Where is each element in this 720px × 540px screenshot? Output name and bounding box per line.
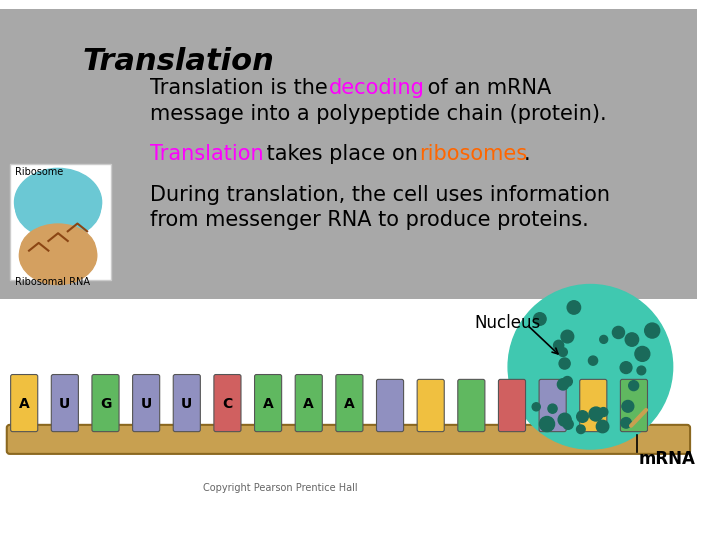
Text: Translation: Translation (82, 48, 274, 76)
Text: G: G (100, 396, 111, 410)
FancyBboxPatch shape (498, 380, 526, 431)
Bar (9, 164, 112, 280)
Ellipse shape (14, 168, 102, 236)
Circle shape (562, 376, 572, 386)
Circle shape (637, 366, 646, 375)
Text: ribosomes: ribosomes (419, 144, 527, 164)
Circle shape (559, 348, 567, 356)
Text: During translation, the cell uses information: During translation, the cell uses inform… (150, 185, 610, 205)
Text: Translation is the: Translation is the (150, 78, 334, 98)
FancyBboxPatch shape (539, 380, 566, 431)
Circle shape (589, 407, 603, 421)
FancyBboxPatch shape (132, 375, 160, 431)
FancyBboxPatch shape (174, 375, 200, 431)
Ellipse shape (16, 176, 101, 239)
FancyBboxPatch shape (377, 380, 404, 431)
Text: .: . (524, 144, 531, 164)
FancyBboxPatch shape (621, 380, 647, 431)
Circle shape (577, 425, 585, 434)
Ellipse shape (20, 224, 96, 277)
Circle shape (577, 411, 588, 422)
Circle shape (599, 408, 608, 416)
Circle shape (548, 404, 557, 413)
Text: of an mRNA: of an mRNA (421, 78, 552, 98)
Circle shape (534, 313, 546, 325)
Text: Nucleus: Nucleus (474, 314, 541, 332)
Text: mRNA: mRNA (639, 450, 696, 468)
Circle shape (644, 323, 660, 338)
Bar (0, 9, 697, 299)
Circle shape (539, 416, 554, 431)
Text: Translation: Translation (150, 144, 264, 164)
Circle shape (557, 379, 569, 390)
FancyBboxPatch shape (6, 425, 690, 454)
Text: U: U (140, 396, 152, 410)
Circle shape (622, 402, 630, 410)
Text: Copyright Pearson Prentice Hall: Copyright Pearson Prentice Hall (203, 483, 358, 493)
Circle shape (561, 330, 574, 343)
Text: from messenger RNA to produce proteins.: from messenger RNA to produce proteins. (150, 210, 589, 230)
Text: A: A (263, 396, 274, 410)
Circle shape (596, 420, 609, 433)
Circle shape (621, 417, 631, 428)
FancyBboxPatch shape (92, 375, 119, 431)
Circle shape (600, 335, 608, 343)
FancyBboxPatch shape (255, 375, 282, 431)
Circle shape (629, 381, 639, 390)
Text: Ribosomal RNA: Ribosomal RNA (14, 277, 89, 287)
Circle shape (563, 419, 573, 429)
Text: A: A (19, 396, 30, 410)
Circle shape (622, 401, 634, 412)
Ellipse shape (19, 226, 96, 285)
FancyBboxPatch shape (214, 375, 241, 431)
Circle shape (635, 347, 649, 361)
FancyBboxPatch shape (417, 380, 444, 431)
FancyBboxPatch shape (336, 375, 363, 431)
Circle shape (613, 326, 624, 339)
FancyBboxPatch shape (458, 380, 485, 431)
Circle shape (567, 301, 580, 314)
Circle shape (532, 403, 540, 411)
Text: message into a polypeptide chain (protein).: message into a polypeptide chain (protei… (150, 104, 607, 124)
FancyBboxPatch shape (11, 375, 37, 431)
Circle shape (554, 340, 564, 350)
Circle shape (620, 362, 632, 374)
Text: U: U (59, 396, 71, 410)
Circle shape (508, 285, 672, 449)
FancyBboxPatch shape (580, 380, 607, 431)
Circle shape (558, 413, 571, 426)
Text: takes place on: takes place on (260, 144, 425, 164)
Text: Ribosome: Ribosome (14, 167, 63, 178)
Text: U: U (181, 396, 192, 410)
Text: C: C (222, 396, 233, 410)
FancyBboxPatch shape (51, 375, 78, 431)
Circle shape (588, 356, 598, 365)
Text: A: A (303, 396, 314, 410)
Circle shape (625, 333, 639, 346)
Text: A: A (344, 396, 355, 410)
FancyBboxPatch shape (295, 375, 323, 431)
Text: decoding: decoding (328, 78, 424, 98)
Circle shape (559, 358, 570, 369)
